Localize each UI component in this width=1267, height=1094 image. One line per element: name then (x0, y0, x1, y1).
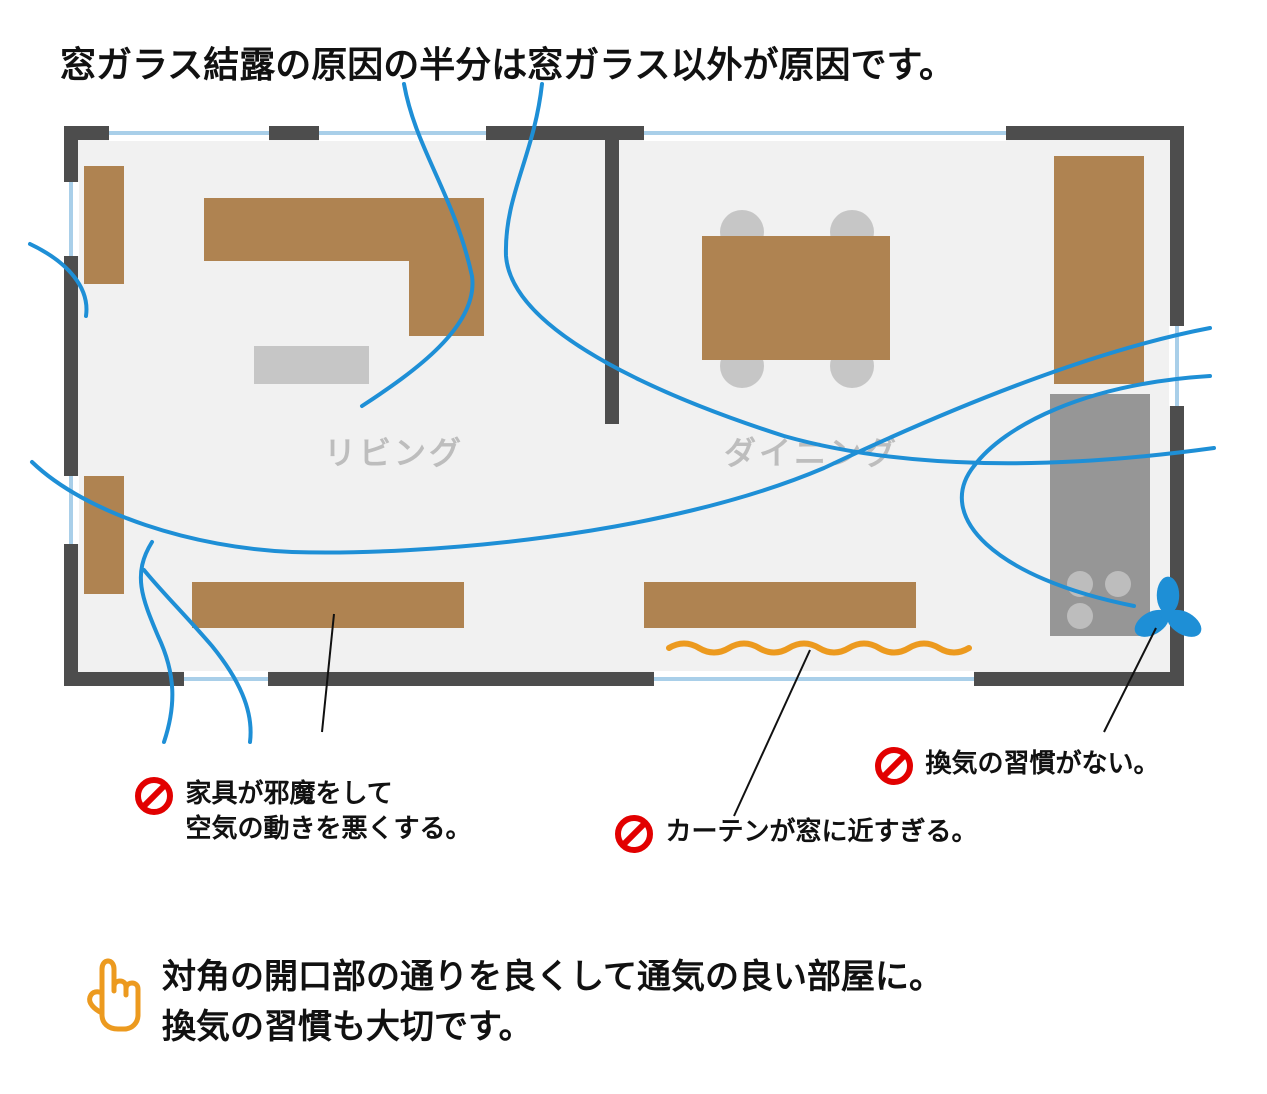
prohibit-icon (614, 814, 654, 854)
prohibit-icon (874, 746, 914, 786)
callout-curtain: カーテンが窓に近すぎる。 (614, 814, 978, 854)
floorplan-svg: リビングダイニング (64, 76, 1204, 776)
advice-line: 換気の習慣も大切です。 (162, 1008, 533, 1046)
advice: 対角の開口部の通りを良くして通気の良い部屋に。 換気の習慣も大切です。 (80, 953, 943, 1052)
page: 窓ガラス結露の原因の半分は窓ガラス以外が原因です。 リビングダイニング 家具が邪… (0, 0, 1267, 1094)
advice-line: 対角の開口部の通りを良くして通気の良い部屋に。 (162, 958, 943, 996)
callout-line: 空気の動きを悪くする。 (186, 813, 472, 843)
callout-line: 家具が邪魔をして (186, 778, 393, 808)
floorplan-container: リビングダイニング (64, 126, 1204, 726)
prohibit-icon (134, 776, 174, 816)
callouts: 家具が邪魔をして 空気の動きを悪くする。 カーテンが窓に近すぎる。 換気の習慣が… (64, 726, 1204, 896)
callout-vent: 換気の習慣がない。 (874, 746, 1160, 786)
callout-text: 換気の習慣がない。 (926, 746, 1160, 781)
pointing-hand-icon (80, 953, 144, 1033)
callout-text: 家具が邪魔をして 空気の動きを悪くする。 (186, 776, 472, 846)
callout-furniture: 家具が邪魔をして 空気の動きを悪くする。 (134, 776, 472, 846)
callout-text: カーテンが窓に近すぎる。 (666, 814, 978, 849)
advice-text: 対角の開口部の通りを良くして通気の良い部屋に。 換気の習慣も大切です。 (162, 953, 943, 1052)
svg-text:リビング: リビング (324, 435, 464, 471)
